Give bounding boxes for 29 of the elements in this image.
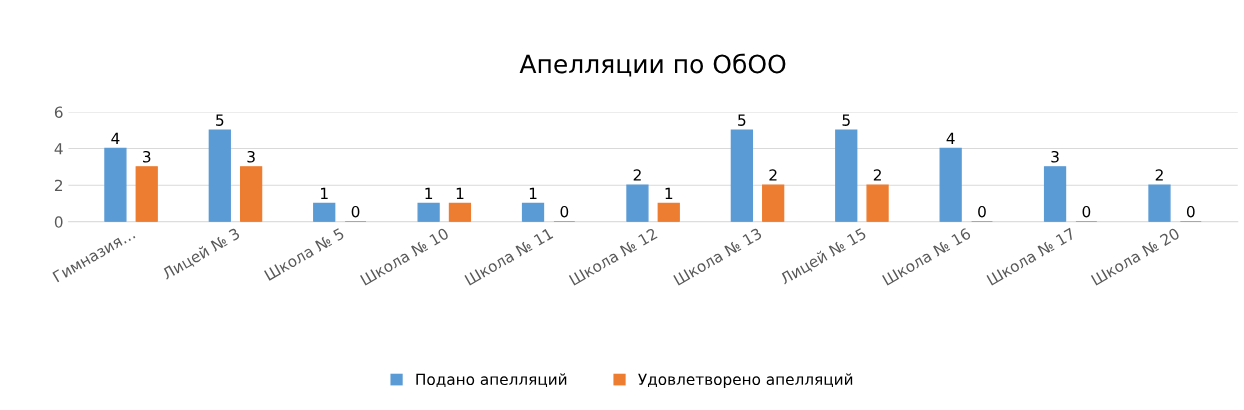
data-label: 4: [111, 132, 120, 144]
legend-label: Подано апелляций: [416, 373, 567, 387]
data-label: 2: [873, 169, 881, 181]
data-label: 3: [1051, 150, 1059, 163]
legend-label: Удовлетворено апелляций: [638, 373, 853, 389]
data-label: 1: [425, 187, 433, 199]
data-label: 4: [946, 132, 955, 144]
y-tick-label: 4: [54, 143, 63, 155]
data-label: 5: [842, 114, 850, 126]
data-label: 5: [738, 114, 746, 126]
data-label: 0: [351, 205, 360, 218]
data-label: 2: [769, 169, 777, 181]
chart-title: Апелляции по ОбОО: [519, 53, 786, 77]
data-label: 3: [143, 150, 151, 163]
data-label: 1: [529, 187, 537, 199]
data-label: 5: [216, 114, 224, 126]
data-label: 1: [665, 187, 673, 199]
data-label: 0: [1082, 205, 1091, 218]
data-label: 0: [1186, 205, 1195, 218]
data-label: 1: [321, 187, 328, 199]
data-label: 3: [247, 150, 255, 163]
data-label: 0: [978, 205, 986, 218]
data-label: 0: [560, 205, 569, 218]
y-tick-label: 6: [54, 106, 63, 118]
data-label: 2: [1155, 169, 1163, 181]
data-label: 2: [633, 169, 641, 181]
y-tick-label: 2: [54, 179, 63, 191]
y-tick-label: 0: [54, 216, 63, 228]
data-label: 1: [456, 187, 464, 199]
